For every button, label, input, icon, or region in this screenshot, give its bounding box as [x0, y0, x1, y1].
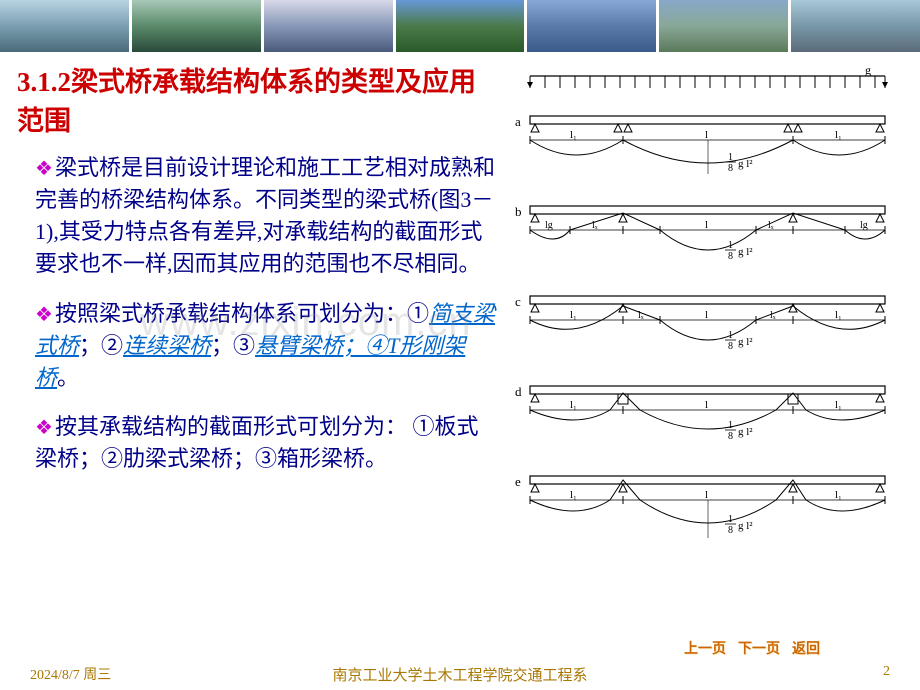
- svg-text:8: 8: [728, 251, 733, 262]
- svg-text:l: l: [705, 309, 708, 321]
- banner-img-7: [791, 0, 920, 52]
- svg-text:l: l: [705, 489, 708, 501]
- diagram-b: b lglₓ l lₓlg 1: [515, 204, 885, 262]
- svg-text:8: 8: [728, 431, 733, 442]
- svg-text:l: l: [705, 219, 708, 231]
- diamond-bullet-icon: ❖: [35, 304, 53, 326]
- banner-images: [0, 0, 920, 52]
- svg-text:g: g: [865, 68, 871, 77]
- diagram-column: g a l₁ l l₁: [510, 60, 905, 593]
- svg-text:1: 1: [728, 240, 733, 251]
- svg-text:1: 1: [728, 420, 733, 431]
- svg-text:l₁: l₁: [570, 309, 577, 321]
- svg-text:1: 1: [728, 514, 733, 525]
- svg-text:l₁: l₁: [570, 129, 577, 141]
- svg-text:g l²: g l²: [738, 426, 753, 438]
- diagram-a: a l₁ l l₁ 1: [515, 114, 885, 174]
- para3-text: 按其承载结构的截面形式可划分为： ①板式梁桥；②肋梁式梁桥；③箱形梁桥。: [35, 414, 478, 471]
- footer-org: 南京工业大学土木工程学院交通工程系: [332, 664, 587, 685]
- svg-text:b: b: [515, 204, 522, 219]
- footer-date: 2024/8/7 周三: [30, 664, 111, 684]
- banner-img-2: [132, 0, 261, 52]
- svg-text:l₁: l₁: [835, 129, 842, 141]
- svg-text:g l²: g l²: [738, 520, 753, 532]
- svg-text:l: l: [705, 129, 708, 141]
- svg-text:1: 1: [728, 330, 733, 341]
- banner-img-4: [396, 0, 525, 52]
- footer-page: 2: [883, 664, 890, 684]
- footer: 2024/8/7 周三 南京工业大学土木工程学院交通工程系 2: [0, 664, 920, 684]
- svg-text:lₓ: lₓ: [768, 220, 774, 231]
- svg-text:l₁: l₁: [570, 489, 577, 501]
- svg-text:lg: lg: [545, 220, 553, 231]
- svg-text:8: 8: [728, 525, 733, 536]
- banner-img-5: [527, 0, 656, 52]
- text-column: 3.1.2梁式桥承载结构体系的类型及应用范围 ❖梁式桥是目前设计理论和施工工艺相…: [35, 60, 510, 593]
- back-button[interactable]: 返回: [792, 638, 820, 658]
- svg-text:1: 1: [728, 152, 733, 163]
- link-continuous[interactable]: 连续梁桥: [123, 333, 211, 358]
- para1-text: 梁式桥是目前设计理论和施工工艺相对成熟和完善的桥梁结构体系。不同类型的梁式桥(图…: [35, 155, 495, 276]
- para2-text-c: ；③: [211, 333, 255, 358]
- para2-text-b: ；②: [79, 333, 123, 358]
- diagram-e: e l₁ l l₁ 1 8 g l²: [515, 474, 885, 538]
- svg-text:8: 8: [728, 341, 733, 352]
- banner-img-6: [659, 0, 788, 52]
- svg-text:g l²: g l²: [738, 246, 753, 258]
- distributed-load: g: [527, 68, 888, 88]
- diagram-d: d l₁ l l₁ 1 8 g l²: [515, 384, 885, 442]
- svg-text:lₓ: lₓ: [770, 310, 776, 321]
- para2-text-a: 按照梁式桥承载结构体系可划分为：①: [55, 301, 429, 326]
- svg-text:l₁: l₁: [835, 399, 842, 411]
- svg-text:lg: lg: [860, 220, 868, 231]
- paragraph-2: ❖按照梁式桥承载结构体系可划分为：①简支梁式桥；②连续梁桥；③悬臂梁桥；④T形刚…: [35, 298, 495, 394]
- prev-button[interactable]: 上一页: [684, 638, 726, 658]
- diamond-bullet-icon: ❖: [35, 417, 53, 439]
- content-area: 3.1.2梁式桥承载结构体系的类型及应用范围 ❖梁式桥是目前设计理论和施工工艺相…: [0, 52, 920, 593]
- diagram-c: c l₁lₓ l lₓl₁ 1 8 g l²: [515, 294, 885, 352]
- nav-row: 上一页 下一页 返回: [684, 638, 820, 658]
- diamond-bullet-icon: ❖: [35, 158, 53, 180]
- banner-img-3: [264, 0, 393, 52]
- svg-text:c: c: [515, 294, 521, 309]
- svg-text:d: d: [515, 384, 522, 399]
- svg-text:e: e: [515, 474, 521, 489]
- svg-text:8: 8: [728, 163, 733, 174]
- svg-text:l₁: l₁: [570, 399, 577, 411]
- beam-diagrams: g a l₁ l l₁: [510, 68, 905, 588]
- svg-text:g l²: g l²: [738, 158, 753, 170]
- svg-text:g l²: g l²: [738, 336, 753, 348]
- svg-text:l: l: [705, 399, 708, 411]
- banner-img-1: [0, 0, 129, 52]
- svg-text:l₁: l₁: [835, 489, 842, 501]
- paragraph-3: ❖按其承载结构的截面形式可划分为： ①板式梁桥；②肋梁式梁桥；③箱形梁桥。: [35, 411, 495, 475]
- para2-text-d: 。: [57, 365, 79, 390]
- section-heading: 3.1.2梁式桥承载结构体系的类型及应用范围: [17, 60, 495, 138]
- paragraph-1: ❖梁式桥是目前设计理论和施工工艺相对成熟和完善的桥梁结构体系。不同类型的梁式桥(…: [35, 152, 495, 280]
- svg-text:l₁: l₁: [835, 309, 842, 321]
- next-button[interactable]: 下一页: [738, 638, 780, 658]
- svg-text:a: a: [515, 114, 521, 129]
